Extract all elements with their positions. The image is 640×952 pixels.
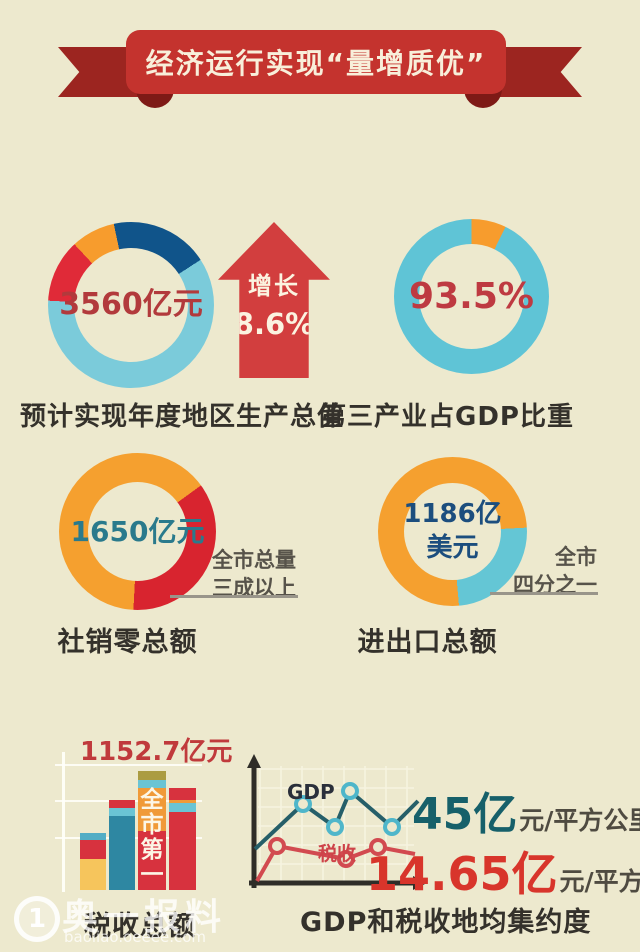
growth-arrow-label: 增长: [248, 272, 300, 300]
y-axis-arrowhead: [247, 754, 261, 768]
trade-note-underline: [490, 592, 598, 595]
bar-gridline-1: [55, 764, 202, 766]
watermark-site: baoliao.oeeee.com: [64, 928, 206, 946]
watermark-badge: 1: [14, 896, 60, 942]
ribbon-tail-right: [500, 47, 582, 97]
bar-chart-y-axis: [62, 752, 65, 892]
gdp-density-unit: 元/平方公里: [519, 806, 640, 835]
tax-bar-3: [138, 771, 166, 890]
retail-note-line2: 三成以上: [212, 576, 296, 601]
growth-arrow-value: 8.6%: [233, 307, 315, 341]
gdp-series-label: GDP: [287, 780, 335, 804]
tax-series-label: 税收: [318, 842, 356, 865]
third-industry-donut-chart: 93.5%: [394, 219, 549, 374]
gdp-markers: [294, 782, 401, 836]
trade-value: 1186亿 美元: [378, 457, 527, 606]
retail-donut-chart: 1650亿元: [59, 453, 216, 610]
density-line-chart: GDP 税收: [247, 754, 427, 890]
gdp-section-label: 预计实现年度地区生产总值: [20, 402, 345, 432]
tax-density-value: 14.65亿: [366, 847, 558, 901]
banner-title: 经济运行实现“量增质优”: [145, 47, 487, 80]
third-industry-section-label: 第三产业占GDP比重: [320, 402, 574, 432]
third-industry-value: 93.5%: [409, 275, 534, 317]
tax-density-value-row: 14.65亿 元/平方公里: [366, 838, 640, 904]
gdp-value: 3560亿元: [59, 287, 203, 322]
tax-value: 1152.7亿元: [80, 737, 233, 767]
retail-note-line1: 全市总量: [212, 548, 296, 572]
line-chart-axes: [249, 764, 416, 888]
retail-note-underline: [170, 595, 298, 598]
tax-bar-annotation: 全市第一: [136, 787, 162, 887]
x-axis-arrowhead: [413, 876, 427, 890]
tax-markers: [268, 837, 387, 868]
trade-note-line1: 全市: [555, 545, 597, 569]
tax-density-unit: 元/平方公里: [559, 867, 640, 896]
trade-value-line1: 1186亿: [403, 498, 502, 529]
retail-section-label: 社销零总额: [57, 627, 198, 658]
gdp-donut-chart: 3560亿元: [48, 222, 214, 388]
retail-value: 1650亿元: [70, 514, 205, 548]
gdp-density-value: 45亿: [412, 789, 518, 840]
trade-value-line2: 美元: [426, 532, 479, 563]
gdp-density-value-row: 45亿 元/平方公里: [412, 778, 640, 842]
trade-donut-chart: 1186亿 美元: [378, 457, 527, 606]
tax-bar-4: [169, 788, 196, 890]
tax-bar-1: [80, 833, 106, 890]
watermark-name: 奥一报料: [62, 897, 227, 938]
tax-section-label: 税收总额: [84, 911, 196, 942]
banner-ribbon: 经济运行实现“量增质优”: [126, 30, 506, 94]
tax-bar-2: [109, 800, 135, 890]
trade-section-label: 进出口总额: [357, 627, 498, 658]
density-section-label: GDP和税收地均集约度: [300, 907, 592, 938]
growth-arrow: 增长 8.6%: [218, 222, 330, 378]
